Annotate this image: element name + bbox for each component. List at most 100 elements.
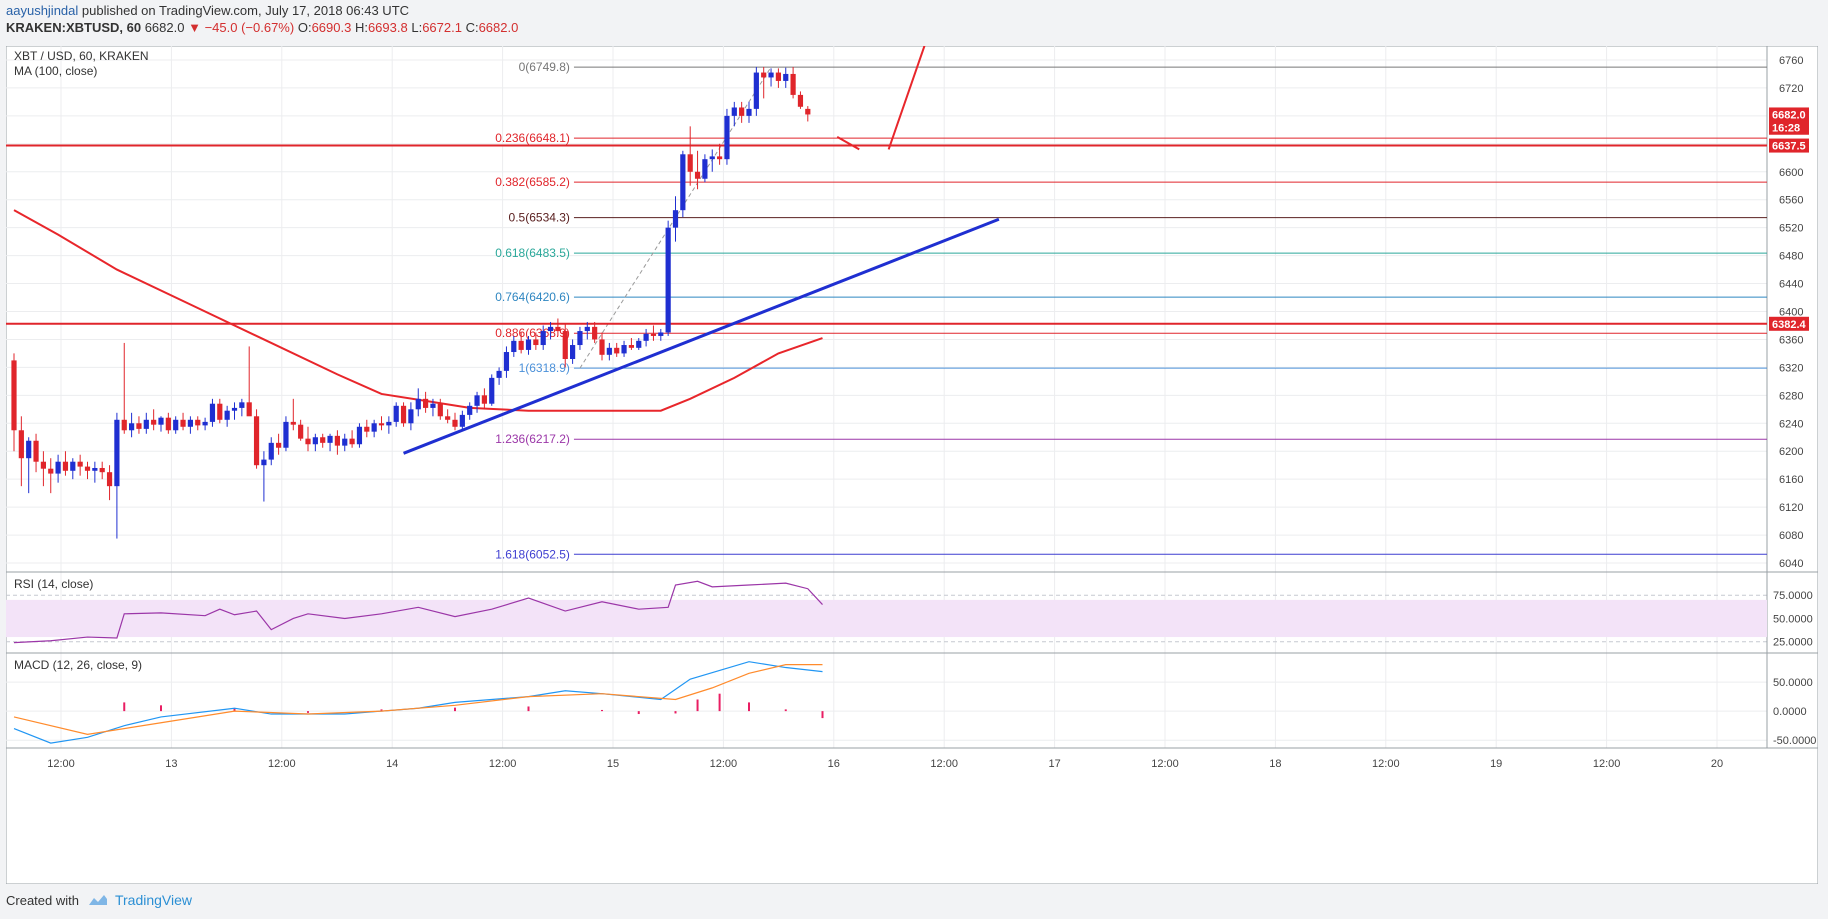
candle-body: [525, 339, 532, 350]
candle-body: [195, 419, 201, 426]
fib-level-label: 0.764(6420.6): [495, 290, 570, 304]
candle-body: [489, 377, 495, 404]
ma-line: [13, 209, 823, 412]
macd-signal-line: [13, 664, 823, 735]
macd-histogram-bar: [527, 706, 530, 712]
price-tag-box: [1769, 120, 1809, 135]
candle-body: [371, 423, 377, 432]
candle-body: [276, 442, 282, 448]
projection-down-line: [836, 135, 860, 151]
tradingview-brand[interactable]: TradingView: [114, 892, 193, 908]
price-tick-label: 6360: [1779, 334, 1803, 346]
candle-body: [555, 326, 561, 332]
macd-histogram-bar: [748, 702, 750, 712]
candle-body: [687, 154, 693, 172]
price-tick-label: 6720: [1779, 83, 1803, 95]
macd-histogram-bar: [160, 705, 162, 712]
price-tag-label: 6637.5: [1772, 141, 1806, 153]
time-tick-label: 12:00: [268, 758, 296, 770]
candle-body: [121, 419, 127, 431]
high-label: H:: [354, 20, 368, 35]
candle-body: [99, 467, 105, 473]
time-tick-label: 13: [165, 758, 177, 770]
fib-level-label: 1.618(6052.5): [495, 547, 570, 561]
time-tick-label: 12:00: [1593, 758, 1621, 770]
candle-body: [224, 410, 230, 420]
time-tick-label: 18: [1269, 758, 1281, 770]
macd-histogram-bar: [601, 709, 603, 712]
candle-body: [511, 340, 517, 353]
price-tick-label: 6120: [1779, 502, 1803, 514]
macd-title: MACD (12, 26, close, 9): [14, 658, 142, 672]
candle-body: [415, 398, 421, 410]
time-tick-label: 16: [828, 758, 840, 770]
price-tick-label: 6480: [1779, 251, 1803, 263]
candle-body: [217, 403, 223, 420]
author-link[interactable]: aayushjindal: [6, 3, 79, 18]
price-change: ▼ −45.0 (−0.67%): [188, 20, 295, 35]
macd-histogram-bar: [123, 702, 126, 712]
candle-body: [92, 467, 98, 471]
macd-histogram-bar: [821, 711, 824, 719]
candle-body: [106, 472, 113, 487]
candle-body: [694, 171, 701, 179]
candle-body: [783, 73, 789, 81]
candle-body: [628, 345, 634, 348]
candle-body: [584, 326, 590, 332]
candle-body: [650, 333, 657, 336]
footer: Created with TradingView: [6, 892, 192, 908]
time-tick-label: 12:00: [489, 758, 517, 770]
candle-body: [467, 405, 473, 415]
candle-body: [739, 107, 745, 116]
candle-body: [209, 403, 216, 422]
candle-body: [62, 461, 69, 471]
last-price: 6682.0: [144, 20, 185, 35]
candle-body: [753, 72, 759, 109]
macd-line: [13, 661, 823, 744]
candle-body: [775, 72, 781, 81]
time-tick-label: 14: [386, 758, 398, 770]
candle-body: [724, 115, 730, 160]
symbol-label: KRAKEN:XBTUSD, 60: [6, 20, 142, 35]
fib-level-label: 0.382(6585.2): [495, 175, 570, 189]
macd-tick-label: 50.0000: [1773, 677, 1813, 689]
candle-body: [246, 402, 252, 417]
candle-body: [312, 437, 318, 445]
rsi-tick-label: 50.0000: [1773, 613, 1813, 625]
candle-body: [606, 347, 612, 355]
candle-body: [305, 438, 311, 445]
close-label: C:: [465, 20, 479, 35]
candle-body: [702, 159, 708, 179]
candle-body: [452, 419, 458, 427]
candle-body: [430, 403, 436, 408]
trendline: [403, 217, 1000, 455]
open-label: O:: [297, 20, 312, 35]
fib-level-label: 0.5(6534.3): [509, 211, 570, 225]
candle-body: [717, 156, 723, 160]
candle-body: [55, 461, 61, 474]
candle-body: [180, 419, 186, 427]
fib-level-label: 1(6318.9): [519, 361, 570, 375]
candle-body: [290, 421, 296, 425]
rsi-band: [6, 599, 1767, 638]
candle-body: [518, 340, 524, 350]
candle-body: [202, 421, 208, 426]
indicator-label: MA (100, close): [14, 64, 97, 78]
price-tick-label: 6280: [1779, 390, 1803, 402]
candle-body: [731, 107, 737, 116]
chart-svg[interactable]: 0(6749.8) 0.236(6648.1) 0.382(6585.2) 0.5(6…: [5, 42, 1819, 885]
macd-tick-label: -50.0000: [1773, 735, 1816, 747]
time-tick-label: 20: [1711, 758, 1723, 770]
candle-body: [562, 331, 568, 360]
candle-body: [790, 73, 796, 95]
candle-body: [143, 419, 149, 429]
macd-histogram-bar: [637, 711, 640, 715]
chart-frame[interactable]: 0(6749.8) 0.236(6648.1) 0.382(6585.2) 0.5(6…: [5, 42, 1819, 885]
candle-body: [474, 395, 480, 406]
candle-body: [349, 438, 355, 445]
price-tag-label: 16:28: [1772, 123, 1800, 135]
price-tag-box: [1769, 138, 1809, 153]
candle-body: [533, 339, 539, 346]
candle-body: [643, 333, 649, 341]
projection-up-line: [887, 42, 927, 150]
